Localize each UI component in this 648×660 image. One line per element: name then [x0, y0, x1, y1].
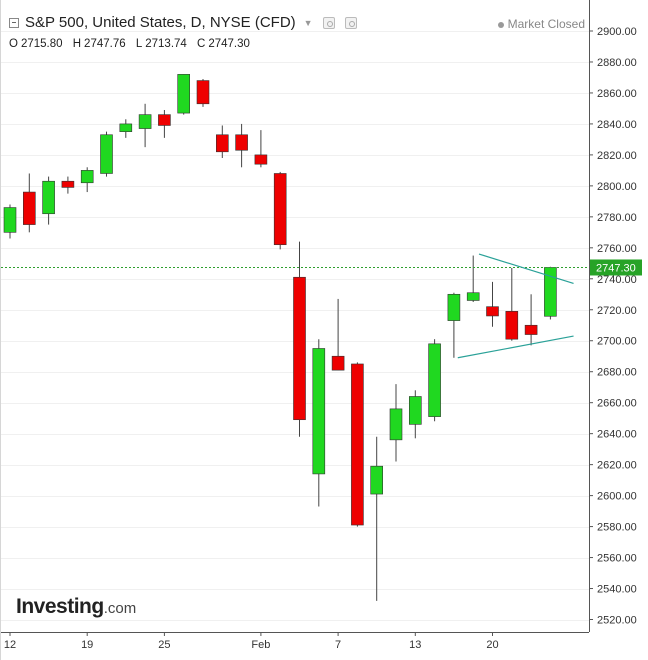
candle-body[interactable] — [351, 363, 364, 526]
candle-body[interactable] — [42, 180, 55, 215]
chevron-down-icon[interactable]: ▼ — [303, 17, 313, 28]
market-status-text: Market Closed — [507, 17, 585, 31]
ohlc-readout: O 2715.80 H 2747.76 L 2713.74 C 2747.30 — [9, 38, 257, 50]
y-tick-label: 2880.00 — [597, 57, 637, 69]
y-tick-label: 2600.00 — [597, 491, 637, 503]
candle-body[interactable] — [293, 276, 306, 421]
candle-body[interactable] — [216, 134, 229, 153]
x-tick-label: 20 — [486, 639, 498, 651]
candle-body[interactable] — [80, 170, 94, 184]
candle-body[interactable] — [389, 408, 403, 441]
x-tick-label: 19 — [81, 639, 93, 651]
status-dot-icon — [497, 21, 504, 28]
low-key: L — [135, 38, 143, 50]
y-tick-label: 2680.00 — [597, 367, 637, 379]
y-tick-label: 2720.00 — [597, 305, 637, 317]
settings-icon[interactable] — [322, 16, 335, 29]
candle-body[interactable] — [370, 465, 384, 495]
last-price-tag — [590, 259, 642, 276]
candle-body[interactable] — [524, 324, 538, 335]
brand-suffix: .com — [103, 600, 137, 617]
candle-body[interactable] — [3, 207, 17, 233]
candle-body[interactable] — [119, 123, 133, 132]
instrument-title: S&P 500, United States, D, NYSE (CFD) — [25, 14, 296, 31]
candle-body[interactable] — [196, 80, 210, 105]
candle-body[interactable] — [177, 74, 190, 114]
y-tick-label: 2900.00 — [597, 26, 637, 38]
y-tick-label: 2840.00 — [597, 119, 637, 131]
open-key: O — [9, 38, 18, 50]
candle-body[interactable] — [61, 180, 75, 188]
brand-name: Investing — [16, 595, 104, 618]
trendline[interactable] — [478, 253, 574, 285]
y-tick-label: 2780.00 — [597, 212, 637, 224]
candle-body[interactable] — [273, 173, 287, 246]
close-key: C — [197, 38, 206, 50]
high-key: H — [72, 38, 82, 50]
collapse-icon[interactable] — [9, 17, 19, 28]
chart-header: S&P 500, United States, D, NYSE (CFD) ▼ — [9, 14, 357, 31]
trendline[interactable] — [457, 335, 574, 359]
candle-body[interactable] — [428, 343, 441, 417]
candle-body[interactable] — [138, 114, 152, 129]
y-tick-label: 2640.00 — [597, 429, 637, 441]
candle-body[interactable] — [235, 134, 248, 151]
y-tick-label: 2800.00 — [597, 181, 637, 193]
candle-body[interactable] — [408, 396, 422, 425]
candle-body[interactable] — [158, 114, 171, 126]
y-tick-label: 2660.00 — [597, 398, 637, 410]
market-status: Market Closed — [497, 17, 585, 31]
x-tick-label: 13 — [409, 639, 421, 651]
candle-body[interactable] — [254, 154, 268, 165]
x-tick-label: 7 — [335, 639, 341, 651]
y-tick-label: 2540.00 — [597, 584, 637, 596]
y-tick-label: 2760.00 — [597, 243, 637, 255]
y-tick-label: 2580.00 — [597, 522, 637, 534]
close-value: 2747.30 — [208, 38, 250, 50]
y-tick-label: 2820.00 — [597, 150, 637, 162]
y-tick-label: 2620.00 — [597, 460, 637, 472]
low-value: 2713.74 — [145, 38, 187, 50]
brand-logo: Investing.com — [16, 595, 136, 619]
candle-body[interactable] — [100, 134, 113, 174]
x-tick-label: 12 — [4, 639, 16, 651]
y-tick-label: 2520.00 — [597, 615, 637, 627]
y-tick-label: 2860.00 — [597, 88, 637, 100]
high-value: 2747.76 — [84, 38, 126, 50]
candle-body[interactable] — [331, 355, 345, 371]
x-tick-label: Feb — [251, 639, 270, 651]
candle-body[interactable] — [486, 306, 499, 317]
x-tick-label: 25 — [158, 639, 170, 651]
candle-body[interactable] — [466, 292, 480, 301]
last-price-label: 2747.30 — [596, 262, 636, 274]
open-value: 2715.80 — [20, 38, 63, 50]
gear-icon[interactable] — [344, 16, 357, 29]
candle-body[interactable] — [22, 191, 36, 225]
y-tick-label: 2700.00 — [597, 336, 637, 348]
candle-body[interactable] — [312, 348, 326, 475]
candle-body[interactable] — [447, 293, 461, 321]
y-tick-label: 2560.00 — [597, 553, 637, 565]
y-tick-label: 2740.00 — [597, 274, 637, 286]
candle-body[interactable] — [505, 311, 519, 340]
